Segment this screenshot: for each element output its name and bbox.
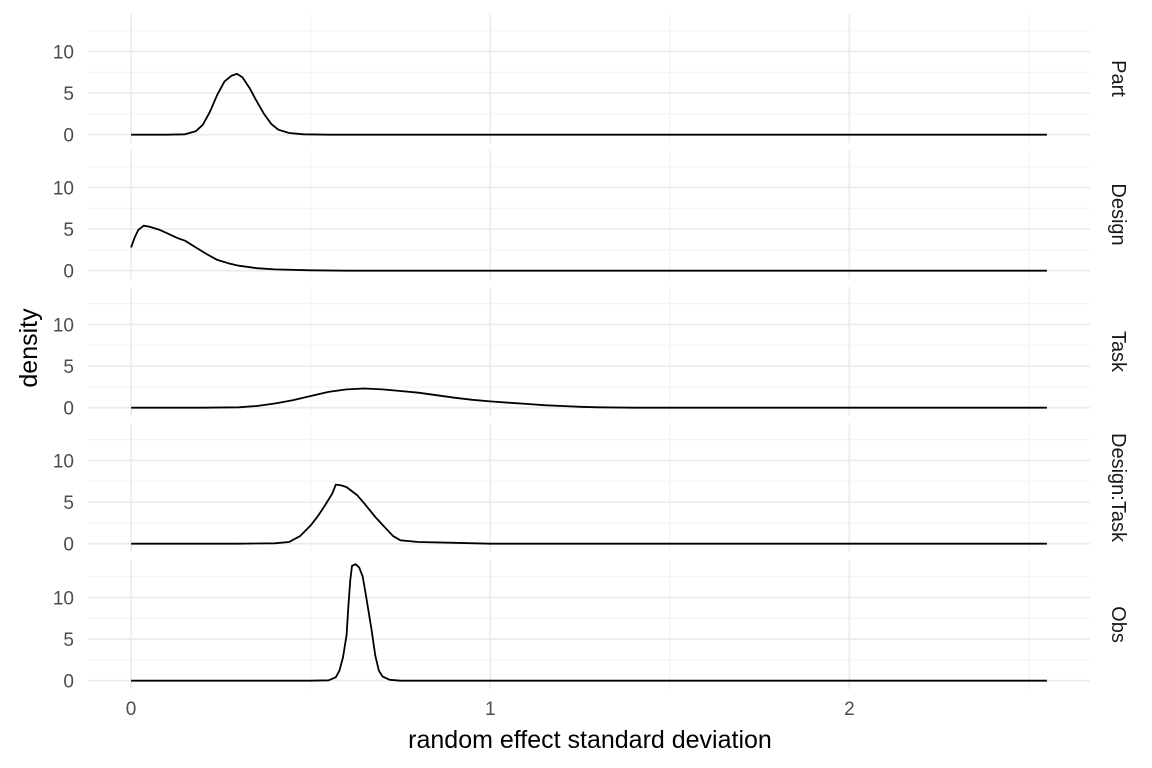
density-line-design: [130, 224, 1047, 272]
x-axis: 0 1 2: [126, 699, 855, 720]
x-tick-label: 0: [126, 699, 137, 720]
x-axis-title: random effect standard deviation: [408, 726, 772, 754]
facet-strip-label-part: Part: [1107, 60, 1129, 97]
y-axis-title: density: [15, 308, 43, 388]
y-tick-label: 10: [53, 178, 74, 199]
facet-strip-label-design: Design: [1107, 183, 1129, 245]
y-tick-label: 10: [53, 451, 74, 472]
density-line-obs: [131, 563, 1047, 682]
density-line-part: [131, 73, 1047, 136]
panel-obs: 0 5 10 Obs: [53, 560, 1129, 693]
facet-strip-label-task: Task: [1107, 331, 1129, 373]
facet-strip-label-obs: Obs: [1107, 606, 1129, 643]
y-tick-label: 0: [63, 535, 74, 556]
y-tick-label: 5: [63, 220, 74, 241]
y-tick-label: 0: [63, 399, 74, 420]
panel-design-task: 0 5 10 Design:Task: [53, 423, 1129, 556]
y-tick-label: 5: [63, 357, 74, 378]
x-tick-label: 1: [485, 699, 496, 720]
panel-part: 0 5 10 Part: [53, 14, 1129, 147]
density-line-design-task: [131, 483, 1047, 545]
facet-strip-label-design-task: Design:Task: [1107, 433, 1129, 543]
panel-design: 0 5 10 Design: [53, 150, 1129, 283]
panel-task: 0 5 10 Task: [53, 287, 1129, 420]
y-tick-label: 0: [63, 126, 74, 147]
x-tick-label: 2: [844, 699, 855, 720]
y-tick-label: 5: [63, 493, 74, 514]
y-tick-label: 5: [63, 84, 74, 105]
y-tick-label: 0: [63, 262, 74, 283]
y-tick-label: 10: [53, 588, 74, 609]
y-tick-label: 10: [53, 42, 74, 63]
panels-layer: 0 5 10 Part 0 5 10 Design 0 5 10 Task 0 5 10 Design:Tas…: [53, 14, 1129, 693]
y-tick-label: 5: [63, 630, 74, 651]
y-tick-label: 0: [63, 672, 74, 693]
y-tick-label: 10: [53, 315, 74, 336]
density-line-task: [131, 387, 1047, 409]
